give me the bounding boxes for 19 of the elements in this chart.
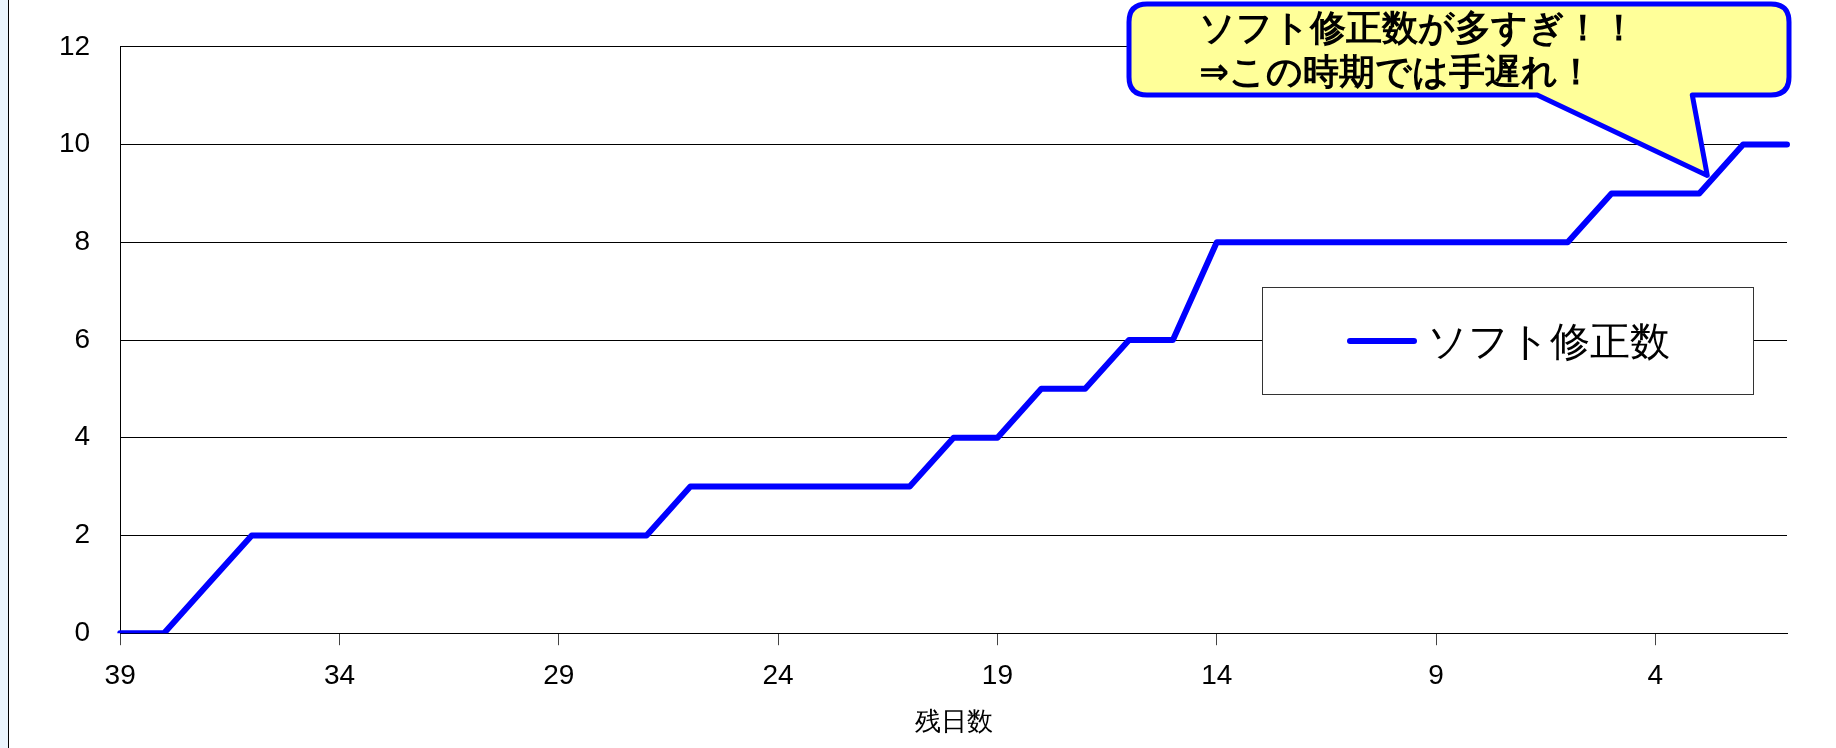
annotation: ソフト修正数が多すぎ！！ — [1199, 6, 1637, 50]
y-tick-label: 8 — [74, 224, 91, 256]
y-tick-label: 4 — [74, 420, 91, 452]
x-tick-label: 4 — [1647, 658, 1664, 690]
x-tick-label: 34 — [323, 658, 356, 690]
x-axis-title: 残日数 — [914, 705, 993, 736]
annotation: ⇒この時期では手遅れ！ — [1199, 50, 1596, 94]
x-tick-label: 24 — [762, 658, 794, 690]
x-tick-label: 29 — [543, 658, 575, 690]
y-tick-label: 10 — [58, 127, 91, 159]
x-tick-label: 14 — [1201, 658, 1233, 690]
x-tick-label: 9 — [1428, 658, 1444, 690]
y-tick-label: 0 — [74, 615, 91, 647]
legend-label: ソフト修正数 — [1426, 316, 1670, 366]
x-tick-label: 19 — [981, 658, 1014, 690]
x-tick-label: 39 — [104, 658, 136, 690]
y-tick-label: 12 — [58, 29, 91, 61]
y-tick-label: 6 — [74, 322, 91, 354]
y-tick-label: 2 — [74, 518, 91, 550]
